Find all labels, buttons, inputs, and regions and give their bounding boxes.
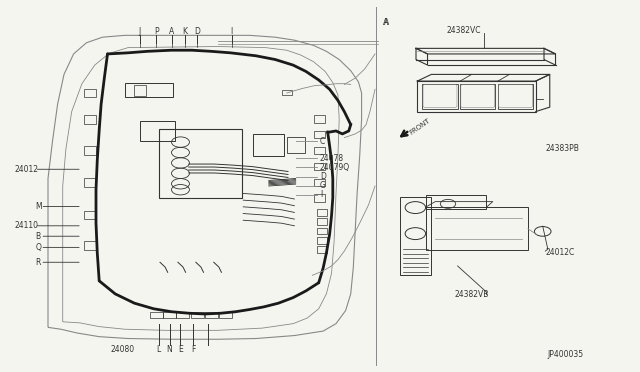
Bar [498, 84, 533, 109]
Bar [314, 179, 325, 186]
Text: 24080: 24080 [111, 345, 135, 354]
Bar [253, 134, 284, 156]
Bar [317, 218, 327, 225]
Bar [84, 115, 96, 124]
Text: G: G [320, 182, 326, 190]
Text: JP400035: JP400035 [547, 350, 583, 359]
Text: M: M [35, 202, 42, 211]
Text: L: L [157, 345, 161, 354]
Bar [287, 137, 305, 153]
Text: D: D [320, 172, 326, 181]
Text: 24012: 24012 [14, 165, 38, 174]
Text: FRONT: FRONT [408, 117, 431, 136]
Text: 24383PB: 24383PB [545, 144, 579, 153]
Bar [205, 312, 218, 318]
Bar [317, 246, 327, 253]
Bar [84, 211, 96, 219]
Text: I: I [230, 27, 233, 36]
Bar [314, 147, 325, 154]
Text: 24110: 24110 [14, 221, 38, 230]
Text: 24079Q: 24079Q [320, 163, 350, 172]
Bar [134, 85, 146, 96]
Text: D: D [194, 27, 200, 36]
Bar [282, 90, 292, 95]
Text: R: R [35, 258, 40, 267]
Text: Q: Q [35, 243, 41, 252]
Bar [84, 146, 96, 155]
Text: N: N [167, 345, 172, 354]
Text: I: I [320, 190, 323, 199]
Bar [317, 209, 327, 216]
Bar [317, 228, 327, 234]
Text: B: B [35, 232, 40, 241]
Bar [460, 84, 495, 109]
Bar [125, 83, 173, 97]
Bar [150, 312, 163, 318]
Text: A: A [169, 27, 174, 36]
Text: F: F [191, 345, 195, 354]
Text: J: J [138, 27, 141, 36]
Bar [219, 312, 232, 318]
Bar [417, 81, 536, 112]
Bar [314, 115, 325, 123]
Text: 24382VC: 24382VC [447, 26, 481, 35]
Bar [140, 121, 175, 141]
Bar [314, 131, 325, 138]
Bar [422, 84, 458, 109]
Text: C: C [320, 137, 325, 146]
Text: E: E [178, 345, 183, 354]
Text: 24012C: 24012C [545, 248, 575, 257]
Text: A: A [383, 18, 388, 27]
Bar [191, 312, 204, 318]
Bar [314, 163, 325, 170]
Bar [159, 129, 242, 198]
Text: 24078: 24078 [320, 154, 344, 163]
Text: P: P [154, 27, 159, 36]
Bar [84, 89, 96, 97]
Bar [84, 241, 96, 250]
Text: K: K [182, 27, 188, 36]
Text: A: A [384, 18, 389, 27]
Bar [163, 312, 176, 318]
Bar [426, 207, 528, 250]
Bar [317, 237, 327, 244]
Bar [426, 195, 486, 209]
Bar [176, 312, 189, 318]
Bar [400, 197, 431, 275]
Bar [314, 194, 325, 202]
Text: 24382VB: 24382VB [454, 290, 489, 299]
Bar [84, 178, 96, 187]
